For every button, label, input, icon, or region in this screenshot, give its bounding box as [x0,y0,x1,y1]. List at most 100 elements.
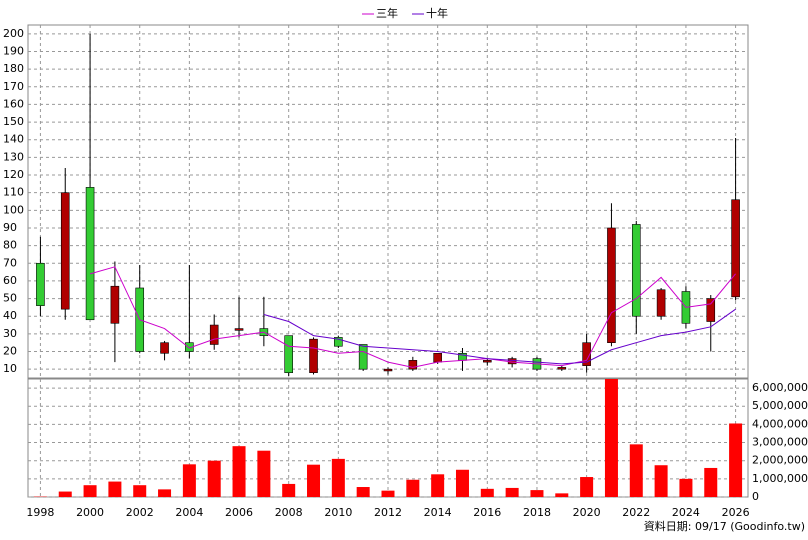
x-tick-label: 2012 [374,506,402,519]
bar [133,485,147,497]
bar [505,487,519,497]
x-tick-label: 2014 [424,506,452,519]
bar [282,483,296,497]
ma-line [263,308,736,365]
y-tick-label: 160 [3,97,24,110]
bar [182,464,196,497]
candle-body [433,352,442,363]
source: 資料日期: 09/17 (Goodinfo.tw) [644,519,805,533]
bar [629,444,643,497]
y2-tick-label: 4,000,000 [752,417,808,430]
candle-body [36,262,45,306]
y-tick-label: 100 [3,203,24,216]
y-tick-label: 30 [3,327,17,340]
candle-body [160,342,169,354]
y2-tick-label: 5,000,000 [752,399,808,412]
bar [356,487,370,497]
y-tick-label: 90 [3,221,17,234]
candle-body [383,368,393,372]
candle-body [209,324,219,345]
candle-body [656,289,666,317]
candle-body [408,360,418,370]
y-tick-label: 20 [3,345,17,358]
candle-body [582,342,591,366]
ma-line [89,266,736,368]
x-tick-label: 1998 [26,506,54,519]
bar [704,467,718,497]
x-tick-label: 2022 [622,506,650,519]
bar [455,469,469,497]
candle-body [483,360,492,363]
candle-body [334,337,343,347]
candle-body [631,224,641,317]
y-tick-label: 170 [3,80,24,93]
x-tick-label: 2016 [473,506,501,519]
y-tick-label: 180 [3,62,24,75]
bar [331,458,345,497]
bar [381,490,395,497]
x-tick-label: 2008 [275,506,303,519]
y-tick-label: 200 [3,27,24,40]
y-tick-label: 120 [3,168,24,181]
y2-tick-label: 1,000,000 [752,472,808,485]
bar [406,479,420,497]
x-tick-label: 2004 [175,506,203,519]
y-tick-label: 80 [3,239,17,252]
x-tick-label: 2020 [573,506,601,519]
y-tick-label: 60 [3,274,17,287]
x-tick-label: 2000 [76,506,104,519]
bar [207,460,221,497]
y-tick-label: 190 [3,44,24,57]
x-tick-label: 2018 [523,506,551,519]
candle-body [234,328,244,331]
bar [108,481,122,497]
y2-tick-label: 0 [752,490,759,503]
bar [530,490,544,497]
x-tick-label: 2002 [126,506,154,519]
candle-body [60,192,70,310]
candle-body [185,342,194,352]
bar [431,474,445,497]
y2-tick-label: 2,000,000 [752,454,808,467]
bar [307,464,321,497]
y-tick-label: 140 [3,133,24,146]
bar [83,485,97,497]
bar [604,379,618,497]
candle-body [110,285,120,324]
bar [58,491,72,497]
legend-label: 三年 [376,6,398,20]
bar [580,477,594,497]
candle-body [284,335,293,374]
y-tick-label: 110 [3,186,24,199]
x-tick-label: 2026 [722,506,750,519]
bar [679,478,693,497]
y-tick-label: 150 [3,115,24,128]
candle-body [607,227,616,344]
bar [555,493,569,497]
candle-body [731,199,740,298]
y-tick-label: 130 [3,150,24,163]
x-tick-label: 2024 [672,506,700,519]
x-tick-label: 2006 [225,506,253,519]
x-tick-label: 2010 [324,506,352,519]
y-tick-label: 70 [3,256,17,269]
bar [232,446,246,497]
legend-label: 十年 [426,6,448,20]
y2-tick-label: 6,000,000 [752,381,808,394]
candle-body [358,344,368,370]
bar [480,488,494,497]
y-tick-label: 10 [3,362,17,375]
y-tick-label: 40 [3,309,17,322]
candle-body [706,298,716,322]
bar [654,465,668,497]
candle-body [557,367,567,370]
candle-body [309,338,318,374]
bar [729,423,743,497]
candle-body [85,187,95,321]
bar [158,489,172,497]
y2-tick-label: 3,000,000 [752,436,808,449]
bar [257,450,271,497]
y-tick-label: 50 [3,292,17,305]
